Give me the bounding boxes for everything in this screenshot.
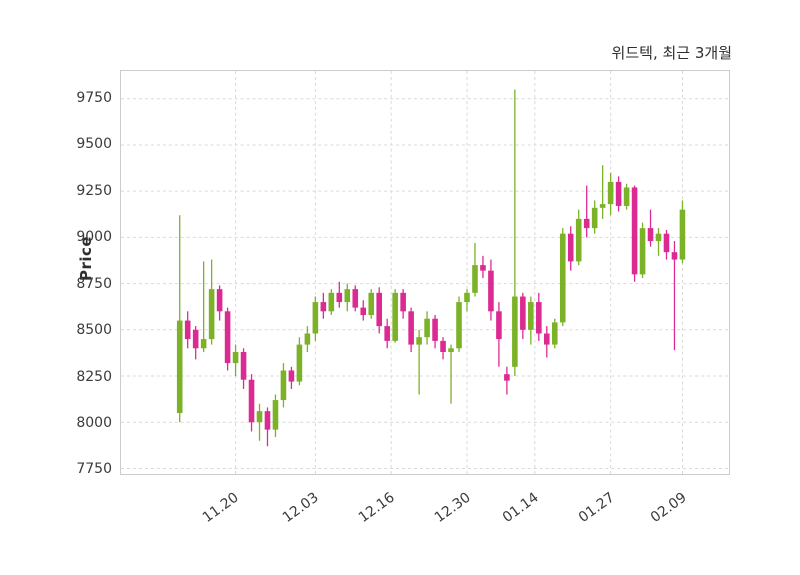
y-tick-label: 7750 bbox=[76, 461, 112, 478]
candle-body-up bbox=[296, 344, 303, 382]
candle-body-up bbox=[528, 302, 534, 330]
candle-body-up bbox=[272, 400, 279, 430]
candle-body-up bbox=[416, 337, 422, 345]
candle-body-down bbox=[216, 289, 223, 312]
candle-body-down bbox=[671, 252, 678, 260]
candle-body-up bbox=[655, 233, 662, 242]
y-tick-label: 9250 bbox=[76, 182, 112, 199]
candle-body-down bbox=[240, 351, 247, 380]
candle-body-down bbox=[567, 233, 574, 262]
candle-body-down bbox=[400, 292, 406, 312]
candle-body-up bbox=[280, 370, 287, 401]
candle-body-down bbox=[496, 311, 502, 340]
candle-body-down bbox=[376, 292, 383, 327]
y-tick-label: 9000 bbox=[76, 229, 112, 246]
candle-body-down bbox=[583, 218, 590, 229]
plot-area bbox=[120, 70, 730, 475]
x-tick-label: 12.30 bbox=[431, 489, 474, 527]
candle-body-down bbox=[384, 326, 390, 341]
candle-body-down bbox=[184, 320, 191, 340]
candle-body-down bbox=[288, 370, 295, 382]
candle-body-down bbox=[647, 228, 654, 242]
candle-body-down bbox=[488, 270, 494, 312]
candle-body-up bbox=[551, 322, 558, 345]
candle-body-up bbox=[559, 233, 566, 323]
x-tick-label: 01.27 bbox=[576, 489, 618, 527]
candle-body-up bbox=[312, 302, 319, 334]
candle-body-up bbox=[599, 204, 606, 208]
candle-body-up bbox=[200, 339, 207, 349]
candle-body-down bbox=[480, 265, 486, 271]
candle-body-down bbox=[432, 318, 438, 341]
candle-body-up bbox=[448, 348, 454, 352]
candle-body-up bbox=[328, 292, 335, 312]
candle-body-down bbox=[224, 311, 231, 364]
candle-body-down bbox=[360, 307, 367, 316]
candle-body-up bbox=[256, 411, 263, 423]
y-tick-label: 9500 bbox=[76, 136, 112, 153]
candle-body-up bbox=[304, 333, 311, 345]
x-tick-label: 01.14 bbox=[500, 489, 542, 527]
x-tick-label: 12.03 bbox=[279, 489, 322, 527]
candle-body-down bbox=[264, 411, 271, 430]
candle-body-down bbox=[352, 289, 359, 308]
candle-body-up bbox=[424, 318, 430, 338]
candle-body-down bbox=[504, 374, 510, 381]
candle-body-down bbox=[663, 233, 670, 253]
candle-body-up bbox=[344, 289, 351, 303]
candle-body-up bbox=[208, 289, 215, 340]
candle-body-up bbox=[456, 302, 462, 349]
candle-body-down bbox=[320, 302, 327, 312]
candle-body-down bbox=[248, 379, 255, 423]
candle-body-down bbox=[631, 187, 638, 275]
candle-body-down bbox=[440, 340, 446, 352]
candle-body-down bbox=[536, 302, 542, 334]
candle-body-up bbox=[392, 292, 398, 341]
y-tick-label: 8250 bbox=[76, 368, 112, 385]
candle-body-up bbox=[472, 265, 478, 293]
candle-body-up bbox=[512, 296, 518, 367]
candle-body-up bbox=[176, 320, 183, 413]
candle-body-up bbox=[368, 292, 375, 316]
x-tick-label: 02.09 bbox=[648, 489, 690, 527]
candle-body-up bbox=[232, 351, 239, 364]
x-tick-label: 11.20 bbox=[199, 489, 242, 527]
candle-body-down bbox=[520, 296, 526, 330]
x-tick-label: 12.16 bbox=[355, 489, 398, 527]
chart-title: 위드텍, 최근 3개월 bbox=[611, 44, 732, 62]
candle-body-up bbox=[575, 218, 582, 262]
y-tick-label: 9750 bbox=[76, 89, 112, 106]
plot-area-svg bbox=[121, 71, 729, 474]
candle-body-down bbox=[543, 333, 550, 345]
candle-body-down bbox=[408, 311, 414, 345]
candle-body-up bbox=[639, 228, 646, 275]
y-tick-label: 8000 bbox=[76, 414, 112, 431]
candle-body-down bbox=[615, 181, 622, 206]
candle-body-up bbox=[679, 209, 686, 260]
y-tick-label: 8500 bbox=[76, 322, 112, 339]
candle-body-down bbox=[336, 292, 343, 303]
candle-body-up bbox=[464, 292, 470, 303]
candle-body-down bbox=[192, 329, 199, 349]
candle-body-up bbox=[623, 187, 630, 206]
candle-body-up bbox=[607, 181, 614, 205]
y-tick-label: 8750 bbox=[76, 275, 112, 292]
candle-body-up bbox=[591, 207, 598, 229]
